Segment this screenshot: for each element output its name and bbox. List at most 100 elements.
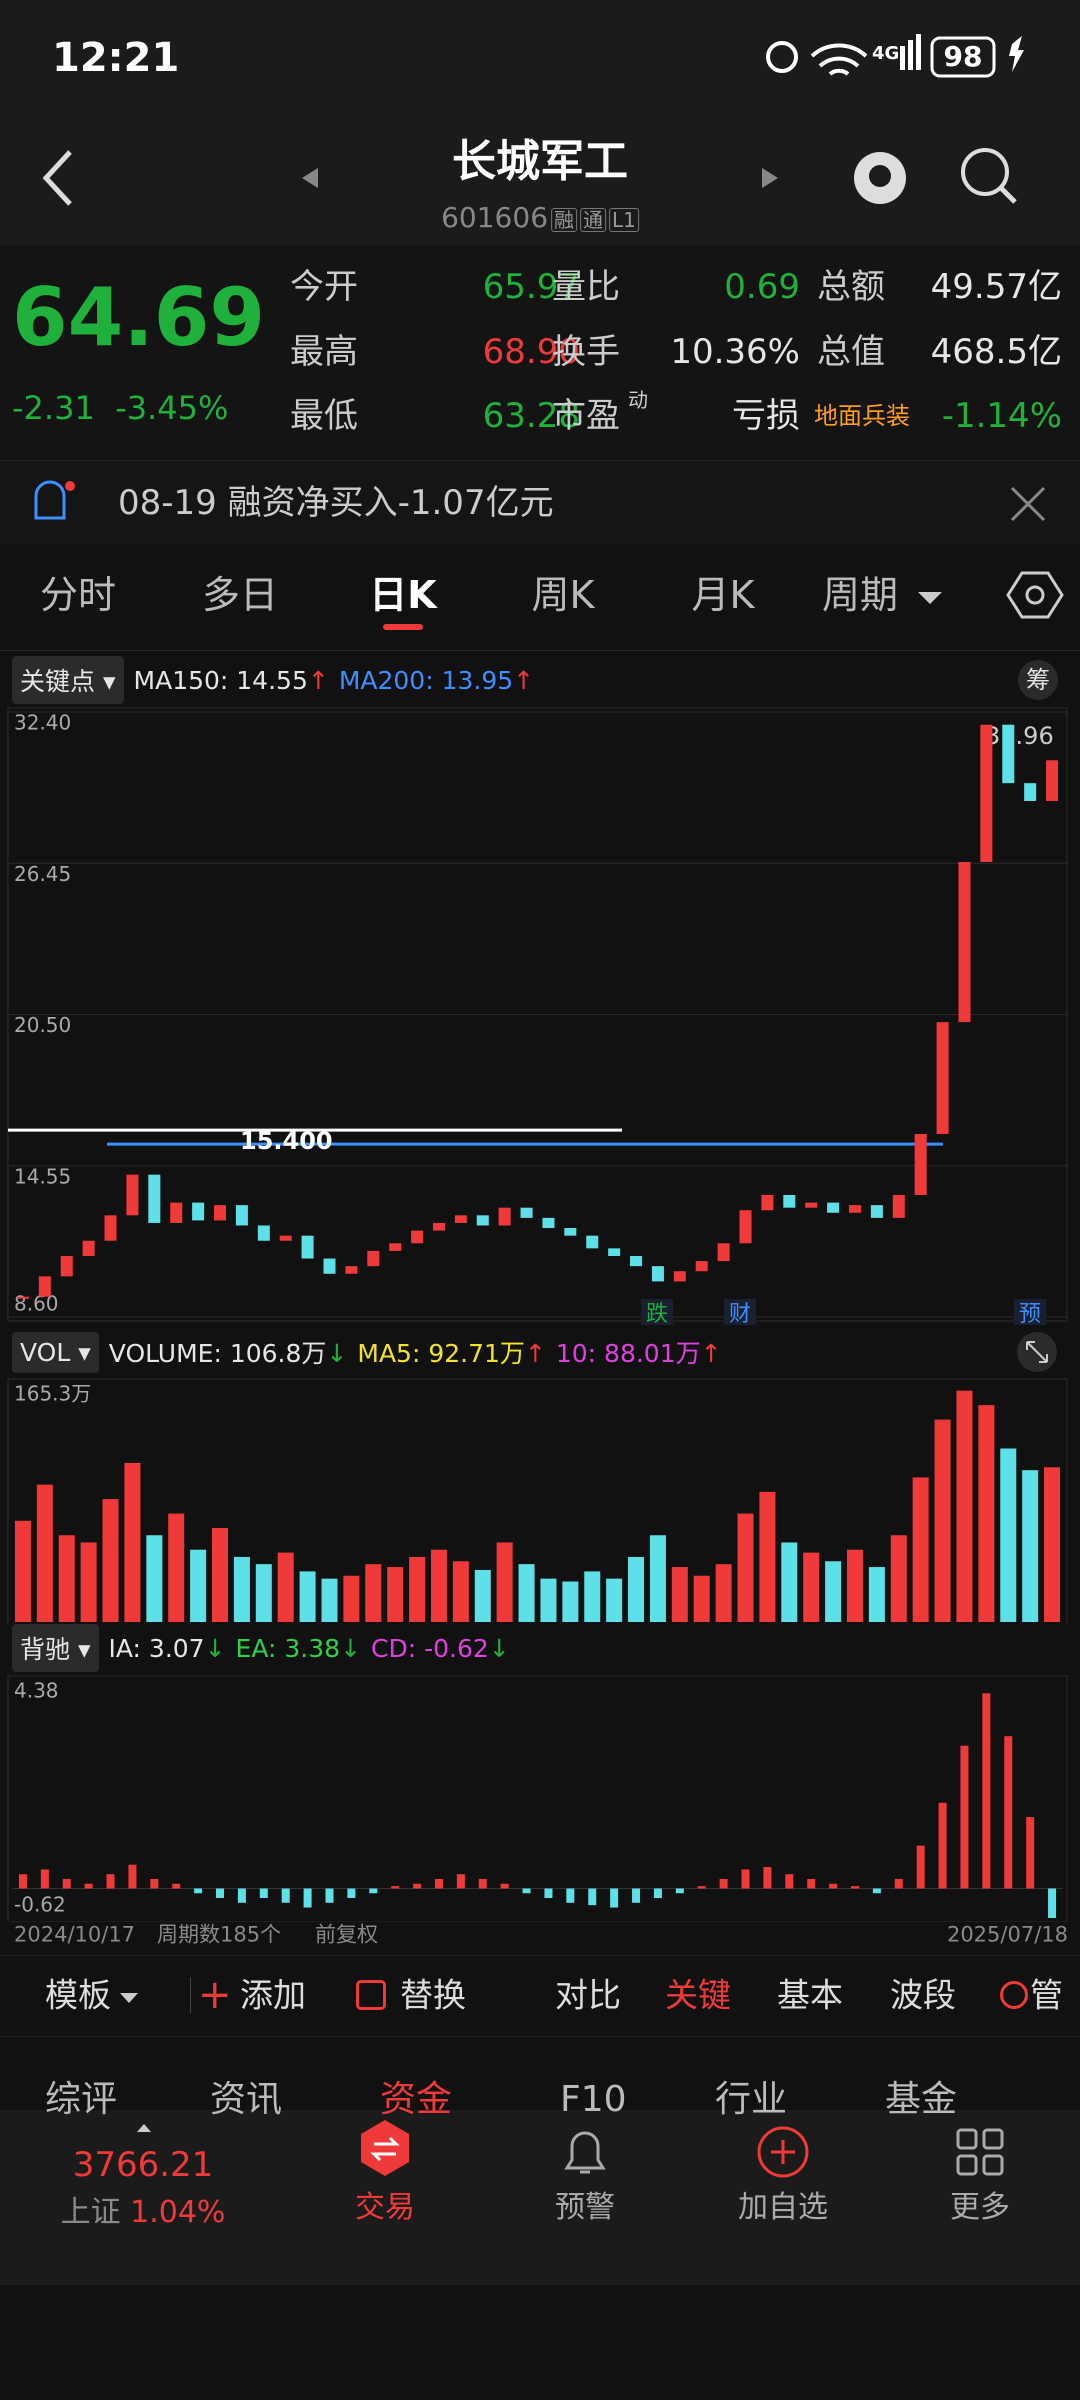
- candle: [192, 1202, 205, 1221]
- toolbar-item[interactable]: 关键: [665, 1975, 731, 2015]
- volume-bar: [956, 1390, 973, 1622]
- toolbar-item[interactable]: 模板: [45, 1975, 111, 2015]
- next-stock[interactable]: [762, 168, 778, 188]
- volume-bar: [365, 1564, 382, 1622]
- indicator-text: VOLUME: 106.8万: [108, 1339, 327, 1368]
- quote-value: 65.97: [482, 267, 580, 307]
- nav-item[interactable]: 加自选: [738, 2190, 828, 2225]
- volume-bar: [978, 1405, 995, 1622]
- indicator-value: CD: -0.62↓: [371, 1634, 510, 1663]
- macd-bar: [62, 1878, 71, 1889]
- sub-tab[interactable]: 资讯: [210, 2079, 283, 2120]
- y-tick-label: 20.50: [14, 1013, 71, 1037]
- period-tab[interactable]: 多日: [201, 573, 279, 617]
- period-tab[interactable]: 周K: [531, 573, 595, 617]
- macd-bar: [807, 1878, 816, 1889]
- end-date: 2025/07/18: [946, 1922, 1068, 1947]
- notice-bar[interactable]: [0, 460, 1080, 545]
- macd-bar: [172, 1883, 181, 1889]
- volume-bar: [825, 1561, 842, 1622]
- indicator-select[interactable]: VOL ▾: [12, 1331, 99, 1373]
- system-nav: [0, 2285, 1080, 2400]
- volume-bar: [518, 1564, 535, 1622]
- volume-bar: [671, 1567, 688, 1622]
- nav-item[interactable]: 更多: [950, 2190, 1010, 2225]
- period-tab[interactable]: 周期: [821, 573, 899, 617]
- toolbar-item[interactable]: 波段: [890, 1975, 956, 2015]
- nav-item[interactable]: 交易: [355, 2190, 415, 2225]
- sub-tab[interactable]: F10: [560, 2079, 627, 2120]
- toolbar-item[interactable]: 管: [1030, 1975, 1063, 2015]
- period-tab[interactable]: 分时: [39, 573, 117, 617]
- macd-bar: [281, 1888, 290, 1903]
- candle: [914, 1133, 927, 1195]
- macd-bar: [1004, 1736, 1013, 1889]
- quote-label: 最高: [290, 332, 358, 372]
- macd-bar: [916, 1845, 925, 1889]
- indicator-arrow: ↓: [488, 1633, 510, 1663]
- sub-tab[interactable]: 行业: [715, 2079, 788, 2120]
- candle: [170, 1202, 183, 1223]
- index-name: 上证: [60, 2195, 121, 2230]
- candle: [389, 1243, 402, 1251]
- volume-bar: [846, 1549, 863, 1622]
- period-tab[interactable]: 日K: [369, 573, 437, 617]
- volume-bar: [1044, 1467, 1061, 1622]
- indicator-arrow: ↓: [340, 1633, 361, 1663]
- macd-bar: [719, 1878, 728, 1889]
- toolbar-sep: [190, 1977, 191, 2013]
- sub-tab[interactable]: 综评: [45, 2079, 118, 2120]
- indicator-select[interactable]: 关键点 ▾: [12, 656, 124, 704]
- candle: [542, 1217, 555, 1229]
- indicator-text: EA: 3.38: [235, 1633, 341, 1663]
- badge: 融: [551, 208, 578, 232]
- sub-tab[interactable]: 资金: [380, 2079, 453, 2120]
- quote-label: 换手: [552, 332, 620, 372]
- stock-code: 601606: [441, 201, 549, 234]
- macd-bar: [150, 1878, 159, 1889]
- macd-bar: [544, 1888, 553, 1899]
- macd-bar: [194, 1888, 203, 1894]
- candle: [16, 1296, 29, 1299]
- toolbar-item[interactable]: 基本: [777, 1975, 843, 2015]
- volume-bar: [430, 1549, 447, 1622]
- quote-value: 468.5亿: [930, 332, 1062, 372]
- candle: [411, 1230, 424, 1244]
- prev-stock[interactable]: [302, 168, 318, 188]
- search[interactable]: [961, 148, 1009, 196]
- indicator-value: VOLUME: 106.8万↓: [109, 1334, 348, 1370]
- candle: [345, 1266, 358, 1274]
- chip-button[interactable]: 筹: [1018, 660, 1058, 700]
- quote-label: 总额: [817, 267, 885, 307]
- volume-bar: [890, 1535, 907, 1622]
- index-change: 1.04%: [130, 2195, 226, 2230]
- y-tick-label: 14.55: [14, 1164, 71, 1188]
- candle: [586, 1235, 599, 1249]
- close-notice[interactable]: [1010, 486, 1046, 522]
- macd-bar: [500, 1883, 509, 1889]
- macd-bar: [18, 1874, 27, 1889]
- macd-bar: [413, 1883, 422, 1889]
- volume-bar: [934, 1419, 951, 1622]
- back-button[interactable]: [42, 150, 72, 206]
- volume-bar: [36, 1484, 53, 1622]
- candle: [564, 1228, 577, 1236]
- nav-item[interactable]: 预警: [555, 2190, 615, 2225]
- tab-indicator: [383, 624, 423, 630]
- event-tag: 财: [729, 1302, 751, 1325]
- macd-bar: [347, 1888, 356, 1899]
- period-tab[interactable]: 月K: [691, 573, 755, 617]
- macd-bar: [829, 1883, 838, 1889]
- indicator-select[interactable]: 背驰 ▾: [12, 1624, 99, 1672]
- quote-value: 亏损: [732, 396, 800, 436]
- candle: [60, 1255, 73, 1277]
- toolbar-item[interactable]: 替换: [400, 1975, 466, 2015]
- settings[interactable]: [1006, 571, 1064, 619]
- indicator-value: 10: 88.01万↑: [556, 1334, 722, 1370]
- volume-bar: [58, 1535, 75, 1622]
- sub-tab[interactable]: 基金: [885, 2079, 958, 2120]
- toolbar-item[interactable]: 对比: [555, 1975, 621, 2015]
- quote-value: 68.90: [482, 332, 580, 372]
- volume-bar: [452, 1561, 469, 1622]
- toolbar-item[interactable]: 添加: [240, 1975, 306, 2015]
